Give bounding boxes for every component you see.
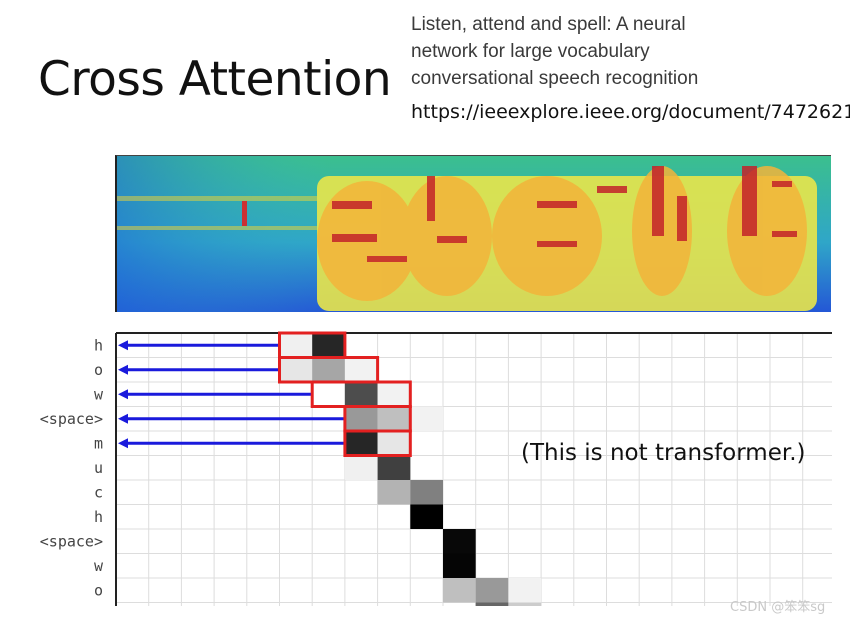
output-token-label: w <box>94 385 104 403</box>
reference-url[interactable]: https://ieeexplore.ieee.org/document/747… <box>411 101 850 123</box>
attention-cell <box>443 529 476 554</box>
slide-title: Cross Attention <box>38 52 392 107</box>
output-token-label: m <box>94 434 103 452</box>
attention-cell <box>377 431 411 456</box>
audio-spectrogram <box>115 155 831 312</box>
reference-title-line-3: conversational speech recognition <box>411 68 699 89</box>
attention-cells <box>279 333 542 606</box>
attention-cell <box>508 602 542 606</box>
attention-window-box <box>343 429 412 457</box>
output-token-label: <space> <box>40 410 103 428</box>
attention-cell <box>443 578 476 603</box>
attention-highlight-boxes <box>278 331 412 457</box>
not-transformer-note: (This is not transformer.) <box>521 440 806 466</box>
attention-cell <box>377 455 411 480</box>
arrow-head <box>118 364 128 375</box>
attention-cell <box>410 480 443 505</box>
output-token-label: h <box>94 336 103 354</box>
attention-cell <box>377 406 411 431</box>
csdn-watermark: CSDN @笨笨sg <box>730 600 826 615</box>
attention-cell <box>410 504 443 529</box>
attention-cell <box>344 357 378 382</box>
attention-arrows <box>118 340 345 449</box>
attention-cell <box>279 357 313 382</box>
arrow-head <box>118 438 128 449</box>
attention-cell <box>377 382 411 407</box>
output-token-label: <space> <box>40 532 103 550</box>
arrow-head <box>118 340 128 351</box>
output-token-label: w <box>94 557 104 575</box>
attention-cell <box>508 578 542 603</box>
attention-cell <box>344 431 378 456</box>
attention-cell <box>344 406 378 431</box>
reference-title-line-2: network for large vocabulary <box>411 41 650 62</box>
attention-axis <box>115 332 832 606</box>
output-token-label: u <box>94 459 103 477</box>
attention-cell <box>475 578 509 603</box>
attention-cell <box>377 480 411 505</box>
attention-cell <box>344 382 378 407</box>
attention-cell <box>312 357 345 382</box>
attention-cell <box>344 455 378 480</box>
output-token-label: h <box>94 508 103 526</box>
attention-cell <box>410 406 443 431</box>
reference-title-line-1: Listen, attend and spell: A neural <box>411 14 686 35</box>
attention-cell <box>312 333 345 358</box>
output-token-label: c <box>94 483 103 501</box>
arrow-head <box>118 413 128 424</box>
output-token-label: o <box>94 361 103 379</box>
output-token-label: o <box>94 581 103 599</box>
attention-cell <box>279 333 313 358</box>
attention-cell <box>443 553 476 578</box>
arrow-head <box>118 389 128 400</box>
spectrogram-image <box>117 156 831 312</box>
attention-cell <box>475 602 509 606</box>
